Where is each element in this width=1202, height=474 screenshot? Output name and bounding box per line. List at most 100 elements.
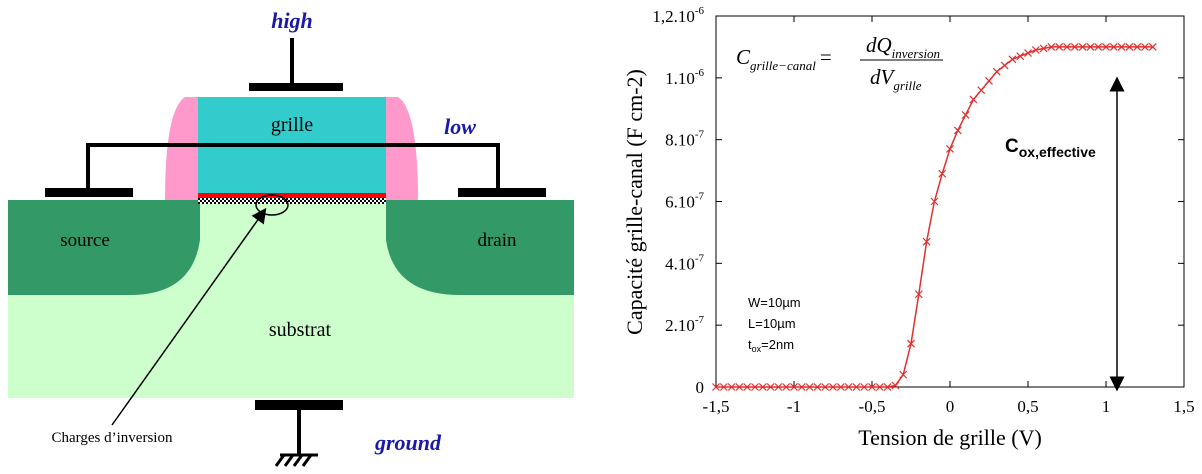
data-marker <box>1102 42 1110 51</box>
data-marker <box>766 383 775 391</box>
data-marker <box>985 77 993 85</box>
data-marker <box>961 111 970 119</box>
label: drain <box>477 230 517 251</box>
data-marker <box>774 383 783 391</box>
data-marker <box>829 383 837 391</box>
data-marker <box>1031 46 1040 54</box>
y-tick-label: 6.10-7 <box>665 191 704 212</box>
inversion-layer <box>198 198 386 204</box>
data-marker <box>969 95 978 104</box>
annotation: L=10µm <box>748 316 796 331</box>
data-marker <box>953 126 962 135</box>
data-marker <box>1063 42 1071 51</box>
x-tick-label: -1,5 <box>703 397 730 416</box>
spacer <box>386 97 418 200</box>
chart: Tension de grille (V) Capacité grille-ca… <box>622 5 1195 450</box>
y-axis-label: Capacité grille-canal (F cm-2) <box>622 69 647 335</box>
data-marker <box>868 383 876 391</box>
x-tick-label: 1 <box>1102 397 1111 416</box>
data-marker <box>922 237 931 246</box>
x-tick-label: -1 <box>787 397 801 416</box>
formula: dQinversion <box>866 33 940 61</box>
formula: dVgrille <box>870 65 922 93</box>
data-marker <box>852 383 861 391</box>
data-marker <box>790 383 798 391</box>
formula-part: grille <box>893 78 921 93</box>
data-marker <box>899 370 908 379</box>
x-tick-label: -0,5 <box>859 397 886 416</box>
data-marker <box>1000 61 1009 70</box>
data-marker <box>797 383 806 391</box>
data-marker <box>1109 42 1118 51</box>
arrow <box>111 207 267 426</box>
drain-region <box>386 200 574 295</box>
data-marker <box>977 86 986 95</box>
formula-part: grille−canal <box>750 58 816 73</box>
data-marker <box>735 383 744 391</box>
oxide <box>198 193 386 198</box>
data-marker <box>1047 42 1056 51</box>
y-tick-label: 1.10-6 <box>665 67 704 88</box>
data-marker <box>883 383 892 391</box>
label: ground <box>374 430 442 455</box>
label: high <box>271 8 313 33</box>
data-marker <box>914 290 923 299</box>
label: substrat <box>269 319 332 341</box>
label: source <box>60 230 110 251</box>
formula-part: = <box>820 45 832 69</box>
annotation: Cox,effective <box>1005 136 1096 160</box>
y-tick-label: 1,2.10-6 <box>652 5 704 26</box>
label: Charges d’inversion <box>52 430 173 446</box>
data-marker <box>992 67 1001 76</box>
data-marker <box>758 383 767 391</box>
y-tick-label: 8.10-7 <box>665 129 704 150</box>
x-tick-label: 0 <box>946 397 955 416</box>
highlight <box>255 194 289 216</box>
formula-part: inversion <box>892 46 940 61</box>
data-marker <box>1016 52 1025 61</box>
x-tick-label: 0,5 <box>1017 397 1038 416</box>
formula-part: C <box>736 45 751 69</box>
formula-part: dV <box>870 65 896 89</box>
data-marker <box>1094 42 1103 51</box>
source-contact <box>45 188 133 197</box>
data-marker <box>1024 49 1032 58</box>
gate-contact <box>249 83 343 91</box>
data-marker <box>844 383 853 391</box>
ground-contact <box>255 400 343 410</box>
mosfet-diagram: high low grille source drain substrat Ch… <box>8 8 574 467</box>
data-marker <box>1133 42 1142 51</box>
wire <box>86 143 500 188</box>
data-marker <box>805 383 814 391</box>
data-marker <box>1148 42 1157 51</box>
data-marker <box>907 339 915 348</box>
annotation-part: =2nm <box>761 337 794 352</box>
data-marker <box>1141 42 1149 51</box>
data-marker <box>1078 42 1087 51</box>
data-marker <box>875 383 884 391</box>
annotation-part: t <box>748 337 752 352</box>
data-marker <box>751 383 759 391</box>
data-marker <box>719 383 728 391</box>
y-tick-label: 4.10-7 <box>665 252 704 273</box>
data-marker <box>1070 42 1079 51</box>
annotation: tox=2nm <box>748 337 794 354</box>
x-axis-label: Tension de grille (V) <box>858 425 1042 450</box>
data-marker <box>1086 42 1095 51</box>
data-marker <box>938 169 947 178</box>
label: grille <box>271 114 313 136</box>
data-marker <box>743 383 752 391</box>
data-marker <box>813 383 822 391</box>
data-marker <box>1055 42 1064 51</box>
spacer <box>165 97 198 200</box>
source-region <box>8 200 200 295</box>
data-marker <box>821 383 830 391</box>
data-marker <box>712 383 720 391</box>
data-marker <box>1125 42 1134 51</box>
data-marker <box>727 383 736 391</box>
label: low <box>444 114 476 139</box>
y-tick-label: 2.10-7 <box>665 314 704 335</box>
annotation-part: C <box>1005 136 1019 157</box>
data-marker <box>1117 42 1126 51</box>
